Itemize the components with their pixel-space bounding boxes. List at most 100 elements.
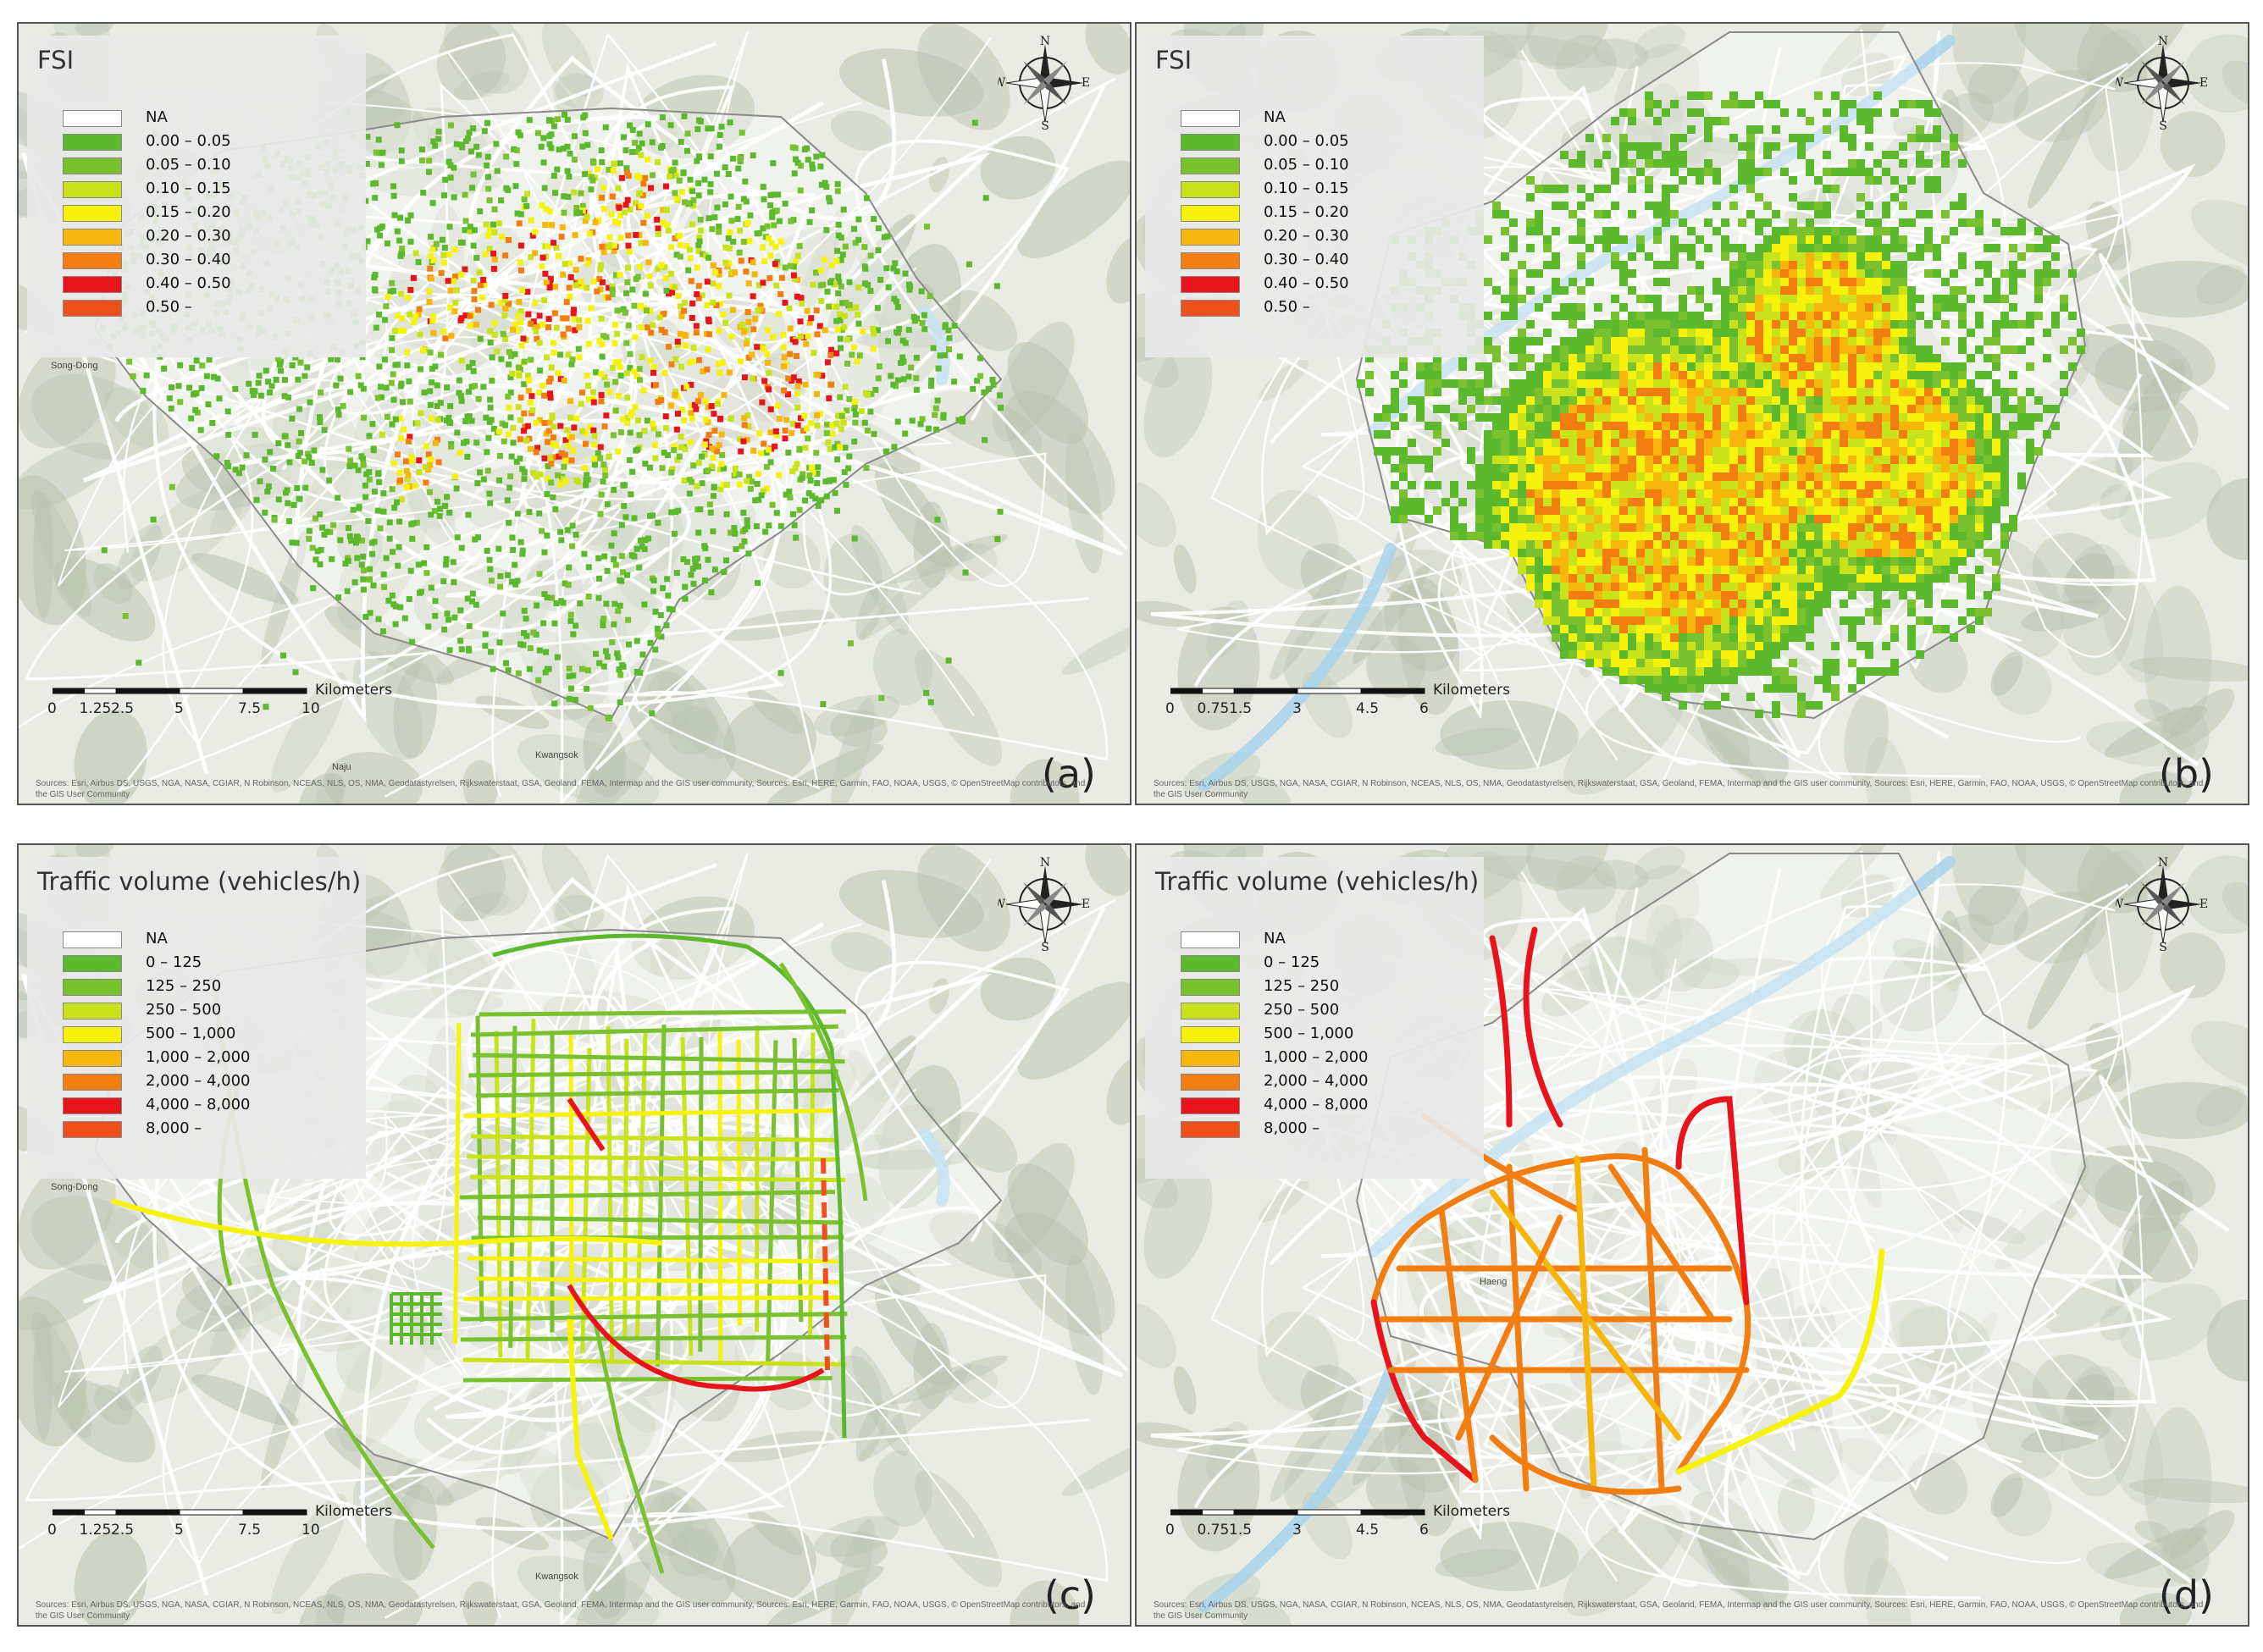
fsi-cell	[366, 433, 373, 439]
fsi-cell	[1662, 583, 1670, 591]
fsi-cell	[1602, 134, 1611, 142]
fsi-cell	[1704, 549, 1712, 557]
fsi-cell	[437, 400, 444, 406]
fsi-cell	[1552, 362, 1560, 371]
fsi-cell	[430, 329, 437, 336]
fsi-cell	[1865, 523, 1873, 532]
fsi-cell	[835, 412, 842, 419]
fsi-cell	[1594, 549, 1602, 557]
fsi-cell	[1797, 269, 1806, 278]
fsi-cell	[678, 139, 684, 146]
fsi-cell	[379, 628, 386, 635]
fsi-cell	[1873, 303, 1882, 312]
fsi-cell	[1594, 422, 1602, 430]
fsi-cell	[1585, 278, 1594, 286]
fsi-cell	[527, 400, 534, 406]
fsi-cell	[713, 302, 720, 309]
fsi-cell	[370, 447, 377, 454]
fsi-cell	[1840, 227, 1848, 235]
fsi-cell	[612, 272, 619, 279]
fsi-cell	[1619, 388, 1628, 396]
fsi-cell	[1865, 650, 1873, 659]
fsi-cell	[805, 157, 811, 163]
fsi-cell	[337, 375, 344, 382]
fsi-cell	[1382, 447, 1391, 456]
legend-title: FSI	[37, 46, 75, 75]
fsi-cell	[1602, 498, 1611, 506]
fsi-cell	[1848, 540, 1856, 549]
fsi-cell	[1645, 159, 1653, 168]
fsi-cell	[1763, 218, 1772, 227]
fsi-cell	[1577, 430, 1585, 439]
fsi-cell	[1763, 413, 1772, 422]
fsi-cell	[1577, 523, 1585, 532]
fsi-cell	[892, 260, 899, 267]
fsi-cell	[1636, 583, 1645, 591]
fsi-cell	[1611, 439, 1619, 447]
fsi-cell	[392, 416, 399, 423]
fsi-cell	[864, 391, 871, 398]
fsi-cell	[365, 576, 372, 583]
fsi-cell	[454, 429, 461, 436]
fsi-cell	[1712, 388, 1721, 396]
fsi-cell	[825, 439, 832, 446]
fsi-cell	[1797, 523, 1806, 532]
fsi-cell	[1662, 693, 1670, 701]
fsi-cell	[645, 324, 651, 331]
fsi-cell	[1789, 261, 1797, 269]
fsi-cell	[1543, 540, 1552, 549]
fsi-cell	[555, 472, 562, 478]
fsi-cell	[1856, 371, 1865, 379]
fsi-cell	[1797, 566, 1806, 574]
fsi-cell	[1890, 362, 1899, 371]
fsi-cell	[744, 478, 750, 484]
fsi-cell	[1687, 413, 1696, 422]
fsi-cell	[566, 666, 573, 672]
fsi-cell	[423, 570, 430, 577]
fsi-cell	[1755, 583, 1763, 591]
fsi-cell	[1569, 591, 1577, 599]
fsi-cell	[1687, 430, 1696, 439]
fsi-cell	[1755, 422, 1763, 430]
fsi-cell	[614, 307, 621, 314]
fsi-cell	[1738, 472, 1746, 481]
fsi-cell	[375, 311, 382, 318]
fsi-cell	[1831, 312, 1840, 320]
fsi-cell	[444, 384, 451, 390]
fsi-cell	[1552, 574, 1560, 583]
fsi-cell	[1823, 540, 1831, 549]
fsi-cell	[1560, 405, 1569, 413]
fsi-cell	[1543, 295, 1552, 303]
fsi-cell	[1662, 540, 1670, 549]
fsi-cell	[690, 196, 697, 203]
fsi-cell	[1696, 312, 1704, 320]
fsi-cell	[678, 312, 685, 319]
fsi-cell	[1433, 430, 1441, 439]
fsi-cell	[379, 149, 386, 156]
fsi-cell	[451, 308, 458, 315]
fsi-cell	[624, 169, 631, 176]
fsi-cell	[1814, 506, 1823, 515]
fsi-cell	[1823, 108, 1831, 117]
fsi-cell	[1823, 489, 1831, 498]
fsi-cell	[565, 194, 572, 201]
legend-label: NA	[146, 108, 168, 126]
fsi-cell	[426, 169, 433, 175]
fsi-cell	[1687, 227, 1696, 235]
fsi-cell	[1569, 489, 1577, 498]
fsi-cell	[544, 490, 551, 497]
fsi-cell	[794, 383, 801, 390]
fsi-cell	[1560, 439, 1569, 447]
fsi-cell	[1746, 100, 1755, 108]
fsi-cell	[1670, 320, 1679, 329]
fsi-cell	[1840, 464, 1848, 472]
fsi-cell	[1458, 379, 1467, 388]
fsi-cell	[761, 258, 768, 265]
fsi-cell	[896, 325, 903, 332]
fsi-cell	[1806, 362, 1814, 371]
fsi-cell	[407, 434, 413, 440]
fsi-cell	[1882, 345, 1890, 354]
fsi-cell	[1780, 642, 1789, 650]
fsi-cell	[1831, 278, 1840, 286]
fsi-cell	[1823, 337, 1831, 345]
